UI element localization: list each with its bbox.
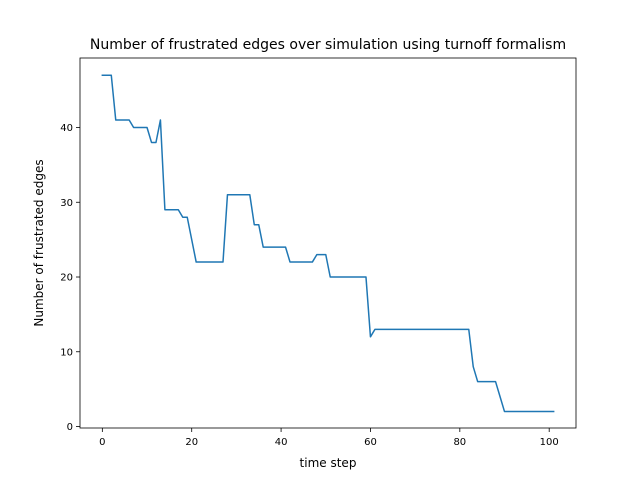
series-line bbox=[101, 74, 555, 413]
y-tick-label: 30 bbox=[60, 198, 73, 209]
y-tick-label: 20 bbox=[60, 273, 73, 284]
plot-frame bbox=[79, 57, 577, 429]
x-axis: 0 20 40 60 80 100 bbox=[99, 428, 559, 448]
y-axis-label: Number of frustrated edges bbox=[32, 159, 46, 326]
y-tick-label: 40 bbox=[60, 123, 73, 134]
chart-title: Number of frustrated edges over simulati… bbox=[90, 37, 566, 53]
x-tick-label: 40 bbox=[275, 437, 288, 448]
y-tick-label: 10 bbox=[60, 347, 73, 358]
x-tick-label: 0 bbox=[99, 437, 105, 448]
y-tick-label: 0 bbox=[67, 422, 73, 433]
x-tick-label: 100 bbox=[540, 437, 559, 448]
x-tick-label: 80 bbox=[453, 437, 466, 448]
plot-area bbox=[79, 57, 577, 429]
y-axis: 0 10 20 30 40 bbox=[60, 123, 80, 433]
x-axis-label: time step bbox=[300, 456, 357, 470]
x-tick-label: 20 bbox=[185, 437, 198, 448]
x-tick-label: 60 bbox=[364, 437, 377, 448]
